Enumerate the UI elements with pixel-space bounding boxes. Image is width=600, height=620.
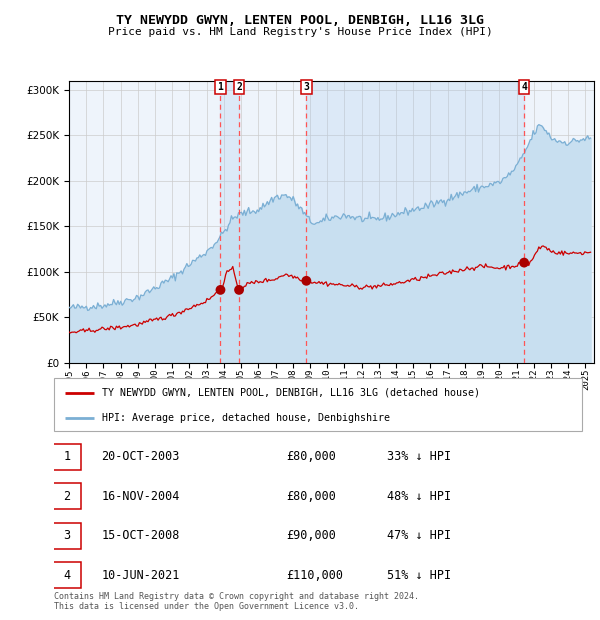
Point [302, 276, 311, 286]
Point [215, 285, 225, 295]
FancyBboxPatch shape [54, 378, 582, 431]
Text: 10-JUN-2021: 10-JUN-2021 [101, 569, 180, 582]
Text: £110,000: £110,000 [286, 569, 343, 582]
Text: 51% ↓ HPI: 51% ↓ HPI [386, 569, 451, 582]
Text: £90,000: £90,000 [286, 529, 336, 542]
Text: 3: 3 [304, 82, 310, 92]
Text: HPI: Average price, detached house, Denbighshire: HPI: Average price, detached house, Denb… [101, 413, 389, 423]
FancyBboxPatch shape [52, 523, 82, 549]
Text: 20-OCT-2003: 20-OCT-2003 [101, 450, 180, 463]
Bar [307, 81, 524, 363]
Text: Price paid vs. HM Land Registry's House Price Index (HPI): Price paid vs. HM Land Registry's House … [107, 27, 493, 37]
Text: £80,000: £80,000 [286, 490, 336, 503]
Text: 48% ↓ HPI: 48% ↓ HPI [386, 490, 451, 503]
Text: 2: 2 [64, 490, 70, 503]
FancyBboxPatch shape [52, 444, 82, 470]
Text: 3: 3 [64, 529, 70, 542]
Point [234, 285, 244, 295]
Text: 15-OCT-2008: 15-OCT-2008 [101, 529, 180, 542]
Text: Contains HM Land Registry data © Crown copyright and database right 2024.: Contains HM Land Registry data © Crown c… [54, 592, 419, 601]
Point [520, 258, 529, 268]
Text: 2: 2 [236, 82, 242, 92]
Text: 1: 1 [64, 450, 70, 463]
Bar [220, 81, 239, 363]
FancyBboxPatch shape [52, 562, 82, 588]
Text: This data is licensed under the Open Government Licence v3.0.: This data is licensed under the Open Gov… [54, 602, 359, 611]
FancyBboxPatch shape [52, 484, 82, 510]
Text: TY NEWYDD GWYN, LENTEN POOL, DENBIGH, LL16 3LG (detached house): TY NEWYDD GWYN, LENTEN POOL, DENBIGH, LL… [101, 388, 479, 398]
Text: 1: 1 [218, 82, 223, 92]
Text: 4: 4 [521, 82, 527, 92]
Text: 33% ↓ HPI: 33% ↓ HPI [386, 450, 451, 463]
Text: TY NEWYDD GWYN, LENTEN POOL, DENBIGH, LL16 3LG: TY NEWYDD GWYN, LENTEN POOL, DENBIGH, LL… [116, 14, 484, 27]
Text: 16-NOV-2004: 16-NOV-2004 [101, 490, 180, 503]
Text: 4: 4 [64, 569, 70, 582]
Text: £80,000: £80,000 [286, 450, 336, 463]
Text: 47% ↓ HPI: 47% ↓ HPI [386, 529, 451, 542]
